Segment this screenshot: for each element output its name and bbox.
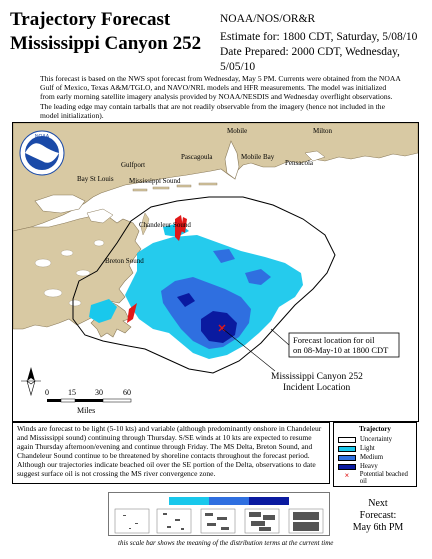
incident-leader	[222, 328, 276, 372]
legend-title: Trajectory	[359, 425, 391, 433]
legend-item-light: Light	[338, 444, 416, 453]
incident-label-line2: Incident Location	[283, 383, 351, 393]
legend-item-uncertainty: Uncertainty	[338, 435, 416, 444]
page-title: Trajectory Forecast	[10, 9, 171, 30]
map-scale-bar: 0 15 30 60 Miles	[45, 388, 132, 415]
scale-tick-60: 60	[123, 388, 131, 397]
forecast-callout-box	[288, 332, 400, 358]
scale-band-medium	[209, 497, 249, 505]
beached-oil-chandeleur-2	[181, 217, 187, 233]
oil-medium-patch-n	[213, 249, 235, 263]
legend-swatch-heavy	[338, 463, 356, 470]
scale-bar-caption: this scale bar shows the meaning of the …	[118, 539, 334, 547]
svg-text:NOAA: NOAA	[35, 134, 50, 140]
beached-oil-chandeleur	[175, 215, 183, 241]
legend-label-heavy: Heavy	[360, 463, 378, 470]
scale-band-heavy	[249, 497, 289, 505]
scale-tick-30: 30	[95, 388, 103, 397]
legend-label-medium: Medium	[360, 454, 384, 461]
label-pascagoula: Pascagoula	[181, 153, 213, 161]
date-prepared-label: Date Prepared: 2000 CDT, Wednesday, 5/05…	[220, 46, 400, 73]
page-subtitle: Mississippi Canyon 252	[10, 33, 202, 54]
oil-heavy-patch	[177, 293, 195, 307]
label-breton-sound: Breton Sound	[105, 257, 144, 265]
map-canvas: Mobile Milton Pascagoula Gulfport Pensac…	[13, 123, 418, 421]
density-sample-2	[156, 508, 192, 534]
density-sample-3	[200, 508, 236, 534]
intro-paragraph: This forecast is based on the NWS spot f…	[40, 74, 401, 120]
estimate-label: Estimate for: 1800 CDT, Saturday, 5/08/1…	[220, 31, 418, 43]
next-forecast-line2: Forecast:	[359, 510, 397, 521]
noaa-logo: NOAA	[19, 130, 65, 176]
oil-heavy	[201, 311, 237, 343]
oil-medium-patch-e	[245, 269, 271, 285]
legend-item-medium: Medium	[338, 453, 416, 462]
trajectory-legend: Trajectory Uncertainty Light Medium Heav…	[333, 422, 417, 487]
forecast-callout-line1: Forecast location for oil	[293, 335, 375, 345]
lake-borgne	[86, 208, 114, 224]
uncertainty-boundary	[72, 196, 336, 374]
label-mobile-bay: Mobile Bay	[241, 153, 275, 161]
legend-swatch-light	[338, 445, 356, 452]
lake-pontchartrain	[34, 194, 86, 214]
incident-label-line1: Mississippi Canyon 252	[271, 372, 363, 382]
legend-label-light: Light	[360, 445, 375, 452]
legend-item-heavy: Heavy	[338, 462, 416, 471]
agency-label: NOAA/NOS/OR&R	[220, 13, 316, 25]
barrier-islands	[132, 182, 218, 236]
forecast-callout-line2: on 08-May-10 at 1800 CDT	[293, 345, 389, 355]
label-mobile: Mobile	[227, 127, 247, 135]
winds-forecast-text: Winds are forecast to be light (5-10 kts…	[12, 422, 330, 484]
marsh-ponds	[34, 239, 105, 307]
label-pensacola: Pensacola	[285, 159, 314, 167]
label-gulfport: Gulfport	[121, 161, 145, 169]
next-forecast-line1: Next	[368, 498, 388, 509]
density-sample-1	[114, 508, 150, 534]
oil-light-west	[89, 299, 117, 323]
legend-label-uncertainty: Uncertainty	[360, 436, 393, 443]
legend-label-beached: Potential beached oil	[359, 471, 408, 485]
scale-band-light	[169, 497, 209, 505]
label-mississippi-sound: Mississippi Sound	[129, 177, 181, 185]
scale-tick-0: 0	[45, 388, 49, 397]
scale-tick-15: 15	[68, 388, 76, 397]
scale-unit: Miles	[77, 406, 95, 415]
beached-oil-markers	[127, 215, 187, 323]
beached-x-icon: ×	[344, 471, 350, 480]
next-forecast-line3: May 6th PM	[352, 522, 404, 533]
label-bay-st-louis: Bay St Louis	[77, 175, 114, 183]
pensacola-bay-water	[304, 150, 326, 162]
distribution-scale-graphic	[114, 497, 324, 534]
label-milton: Milton	[313, 127, 333, 135]
legend-swatch-uncertainty	[338, 436, 356, 443]
mobile-bay-water	[224, 140, 240, 180]
legend-item-beached: × Potential beached oil	[338, 471, 416, 485]
trajectory-map[interactable]: Mobile Milton Pascagoula Gulfport Pensac…	[12, 122, 419, 422]
next-forecast: Next Forecast: May 6th PM	[336, 498, 420, 534]
north-arrow-icon	[21, 367, 41, 397]
callout-leader	[270, 328, 290, 346]
distribution-scale-bar	[108, 492, 330, 536]
density-sample-marks	[123, 512, 319, 531]
label-chandeleur-sound: Chandeleur Sound	[139, 221, 191, 229]
legend-swatch-medium	[338, 454, 356, 461]
beached-oil-delta	[127, 303, 137, 323]
